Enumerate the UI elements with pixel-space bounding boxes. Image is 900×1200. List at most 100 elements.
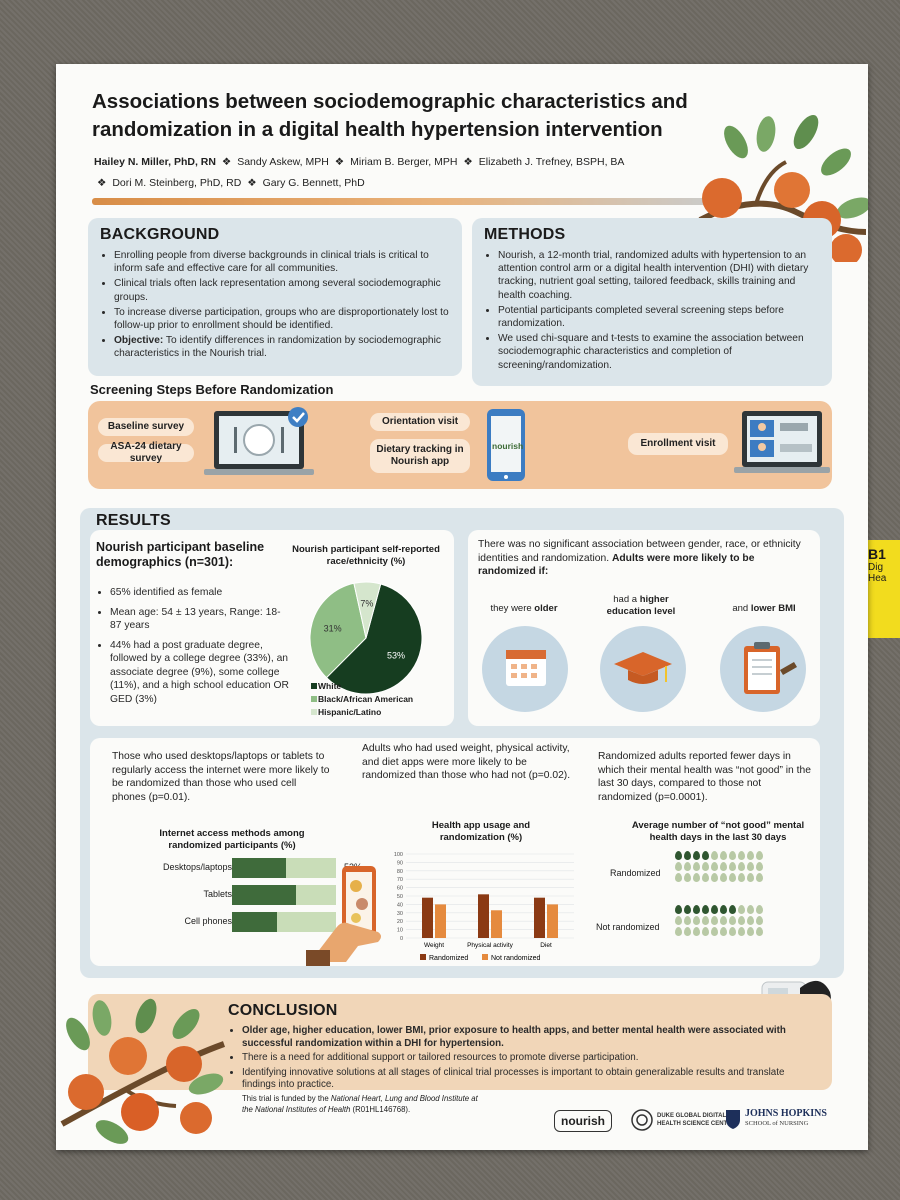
droplet-icon bbox=[684, 862, 691, 871]
droplet-icon bbox=[675, 851, 682, 860]
condition-label: and lower BMI bbox=[732, 603, 796, 614]
y-tick-label: 100 bbox=[394, 852, 403, 858]
bar bbox=[232, 885, 297, 905]
app-chart-title: Health app usage and randomization (%) bbox=[431, 820, 531, 843]
y-tick-label: 50 bbox=[397, 894, 403, 900]
author: Dori M. Steinberg, PhD, RD bbox=[112, 177, 242, 189]
graduation-cap-icon bbox=[600, 626, 686, 712]
bar-category-label: Desktops/laptops bbox=[162, 862, 232, 872]
separator: ❖ bbox=[334, 156, 345, 168]
app-usage-text: Adults who had used weight, physical act… bbox=[362, 743, 571, 781]
droplet-icon bbox=[720, 927, 727, 936]
legend-item: Hispanic/Latino bbox=[310, 706, 413, 719]
pie-value-label: 7% bbox=[360, 598, 373, 608]
legend-swatch bbox=[311, 696, 317, 702]
bar bbox=[435, 904, 446, 938]
droplet-icon bbox=[693, 862, 700, 871]
poster: { "title": "Associations between sociode… bbox=[56, 64, 868, 1150]
droplet-icon bbox=[702, 927, 709, 936]
x-tick-label: Diet bbox=[540, 942, 552, 949]
author-list: Hailey N. Miller, PhD, RN ❖ Sandy Askew,… bbox=[94, 152, 714, 194]
clipboard-icon bbox=[720, 626, 806, 712]
bar-category-label: Tablets bbox=[203, 889, 232, 899]
list-item: 65% identified as female bbox=[110, 586, 290, 600]
legend-label: White bbox=[318, 681, 342, 691]
hand-phone-icon bbox=[306, 866, 381, 966]
droplet-icon bbox=[684, 851, 691, 860]
bar bbox=[547, 904, 558, 938]
pie-value-label: 31% bbox=[324, 623, 342, 633]
list-item: Clinical trials often lack representatio… bbox=[114, 277, 450, 303]
conclusion-heading: CONCLUSION bbox=[228, 1002, 338, 1019]
bar bbox=[422, 897, 433, 938]
nourish-logo: nourish bbox=[554, 1110, 612, 1132]
icon-array-label: Not randomized bbox=[596, 922, 660, 932]
list-item: To increase diverse participation, group… bbox=[114, 306, 450, 332]
mental-health-text: Randomized adults reported fewer days in… bbox=[598, 751, 811, 803]
droplet-icon bbox=[693, 873, 700, 882]
separator: ❖ bbox=[463, 156, 473, 168]
step-label: Dietary tracking in Nourish app bbox=[370, 439, 470, 473]
droplet-icon bbox=[684, 905, 691, 914]
legend-swatch bbox=[420, 954, 426, 960]
duke-logo: DUKE GLOBAL DIGITAL HEALTH SCIENCE CENTER bbox=[630, 1108, 736, 1132]
association-box: There was no significant association bet… bbox=[468, 530, 820, 726]
droplet-icon bbox=[720, 905, 727, 914]
author: Sandy Askew, MPH bbox=[237, 156, 329, 168]
adjacent-poster-badge: B1 Dig Hea bbox=[864, 540, 900, 638]
icon-array-label: Randomized bbox=[610, 868, 661, 878]
droplet-icon bbox=[729, 905, 736, 914]
droplet-icon bbox=[738, 905, 745, 914]
legend-label: Black/African American bbox=[318, 694, 414, 704]
step-label: Enrollment visit bbox=[628, 433, 728, 455]
droplet-icon bbox=[720, 851, 727, 860]
droplet-icon bbox=[729, 873, 736, 882]
legend-swatch bbox=[311, 709, 317, 715]
demographics-box: Nourish participant baseline demographic… bbox=[90, 530, 454, 726]
droplet-icon bbox=[738, 862, 745, 871]
droplet-icon bbox=[756, 916, 763, 925]
not-randomized-icon-array bbox=[674, 904, 774, 937]
x-tick-label: Weight bbox=[424, 942, 444, 949]
droplet-icon bbox=[756, 905, 763, 914]
bar bbox=[232, 858, 287, 878]
randomized-icon-array bbox=[674, 850, 774, 883]
droplet-icon bbox=[756, 927, 763, 936]
author: Miriam B. Berger, MPH bbox=[350, 156, 458, 168]
droplet-icon bbox=[693, 851, 700, 860]
droplet-icon bbox=[711, 905, 718, 914]
separator: ❖ bbox=[97, 177, 107, 189]
mental-chart-title: Average number of “not good” mental heal… bbox=[631, 820, 805, 843]
droplet-icon bbox=[702, 873, 709, 882]
app-usage-bar-chart: 0 10 20 30 40 50 60 70 80 90 100 Weight Physical act… bbox=[394, 852, 574, 962]
bar bbox=[491, 910, 502, 938]
step-label: ASA-24 dietary survey bbox=[98, 441, 194, 464]
droplet-icon bbox=[720, 862, 727, 871]
pie-slice bbox=[325, 583, 423, 695]
results-heading: RESULTS bbox=[96, 512, 171, 529]
droplet-icon bbox=[711, 851, 718, 860]
methods-heading: METHODS bbox=[484, 226, 566, 243]
condition-label: had a higher education level bbox=[606, 594, 676, 617]
list-item: Older age, higher education, lower BMI, … bbox=[242, 1025, 820, 1050]
app-name: nourish bbox=[492, 441, 524, 451]
droplet-icon bbox=[747, 873, 754, 882]
bar bbox=[534, 897, 545, 938]
droplet-icon bbox=[675, 862, 682, 871]
droplet-icon bbox=[693, 905, 700, 914]
droplet-icon bbox=[756, 873, 763, 882]
poster-title: Associations between sociodemographic ch… bbox=[92, 90, 688, 141]
droplet-icon bbox=[702, 905, 709, 914]
screening-steps: Baseline survey ASA-24 dietary survey Or… bbox=[88, 401, 832, 489]
legend-label: Randomized bbox=[429, 955, 468, 962]
droplet-icon bbox=[756, 851, 763, 860]
author: Elizabeth J. Trefney, BSPH, BA bbox=[478, 156, 625, 168]
race-ethnicity-pie-chart: 53% 31% 7% bbox=[309, 581, 423, 695]
y-tick-label: 30 bbox=[397, 911, 403, 917]
pie-slice bbox=[353, 581, 382, 639]
droplet-icon bbox=[702, 862, 709, 871]
pie-legend: White Black/African American Hispanic/La… bbox=[310, 680, 413, 719]
droplet-icon bbox=[711, 927, 718, 936]
droplet-icon bbox=[684, 873, 691, 882]
pie-slice bbox=[309, 582, 367, 679]
